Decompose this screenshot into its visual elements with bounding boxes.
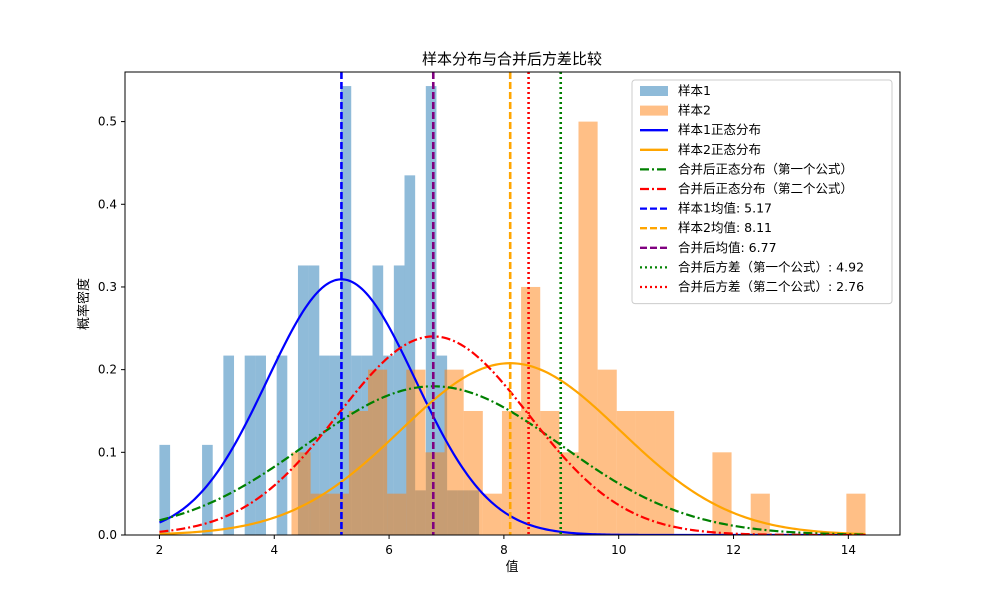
legend-label: 样本1 xyxy=(678,83,711,98)
histogram-2-bar xyxy=(329,493,349,535)
legend-label: 合并后均值: 6.77 xyxy=(678,240,777,255)
legend-frame xyxy=(631,79,893,305)
histogram-2-bar xyxy=(348,410,369,535)
histogram-2-bar xyxy=(521,286,541,535)
histogram-1-bar xyxy=(255,355,266,535)
legend-label: 合并后方差（第一个公式）: 4.92 xyxy=(678,259,864,274)
x-tick-label: 8 xyxy=(500,543,508,557)
legend-label: 合并后正态分布（第一个公式） xyxy=(678,161,853,176)
legend-swatch-patch xyxy=(640,86,668,96)
x-tick-label: 6 xyxy=(385,543,393,557)
legend-item: 样本2均值: 8.11 xyxy=(640,220,772,235)
y-tick-label: 0.1 xyxy=(98,445,117,459)
legend-item: 合并后方差（第一个公式）: 4.92 xyxy=(640,259,864,274)
legend-item: 样本2 xyxy=(640,103,711,118)
histogram-1-bar xyxy=(276,355,288,535)
x-tick-label: 12 xyxy=(726,543,741,557)
histogram-2-bar xyxy=(482,493,502,535)
y-axis-label: 概率密度 xyxy=(76,278,92,330)
histogram-1-bar xyxy=(297,265,309,535)
legend-item: 合并后方差（第二个公式）: 2.76 xyxy=(640,279,864,294)
histogram-2-bar xyxy=(750,493,770,535)
x-axis-label: 值 xyxy=(505,559,518,575)
legend-label: 样本2正态分布 xyxy=(678,142,761,157)
histogram-1-bar xyxy=(308,265,320,535)
curve-line-2 xyxy=(159,362,866,535)
chart-title: 样本分布与合并后方差比较 xyxy=(422,50,602,68)
histogram-2-bar xyxy=(540,410,560,535)
legend-item: 样本1 xyxy=(640,83,711,98)
legend-item: 样本1正态分布 xyxy=(640,122,761,137)
y-tick-label: 0.2 xyxy=(98,363,117,377)
x-tick-label: 2 xyxy=(156,543,164,557)
plot-area: 2 4 6 8 10 12 14 0.0 0.1 0.2 0.3 0.4 0.5 xyxy=(98,71,901,557)
y-tick-label: 0.5 xyxy=(98,115,117,129)
histogram-2-bar xyxy=(310,493,330,535)
histogram-2-bar xyxy=(463,410,483,535)
plot-marks xyxy=(159,72,866,535)
histogram-1-bar xyxy=(383,355,394,535)
histogram-2-bar xyxy=(387,493,407,535)
histogram-1-bar xyxy=(393,265,405,535)
legend-item: 合并后正态分布（第二个公式） xyxy=(640,181,853,196)
legend-label: 样本1正态分布 xyxy=(678,122,761,137)
curve-line-4 xyxy=(159,335,866,535)
histogram-1-bar xyxy=(329,355,341,535)
histogram-1-bar xyxy=(223,355,235,535)
curve-line-3 xyxy=(159,385,866,535)
histogram-1-bar xyxy=(244,355,256,535)
histogram-2-bar xyxy=(655,410,675,535)
histogram-2-bar xyxy=(846,493,866,535)
histogram-1-bar xyxy=(404,175,416,535)
histogram-1-bar xyxy=(202,444,213,535)
x-tick-label: 10 xyxy=(611,543,626,557)
histogram-1-bar xyxy=(319,355,330,535)
legend-item: 样本2正态分布 xyxy=(640,142,761,157)
histogram-2-bar xyxy=(425,452,445,535)
legend-item: 合并后均值: 6.77 xyxy=(640,240,777,255)
histogram-2-bar xyxy=(597,369,617,535)
histogram-2-bar xyxy=(501,410,522,535)
legend-label: 合并后正态分布（第二个公式） xyxy=(678,181,853,196)
histogram-1-bar xyxy=(436,355,448,535)
histogram-2-bar xyxy=(578,121,598,535)
histogram-2-bar xyxy=(635,410,656,535)
curve-line-1 xyxy=(159,278,866,535)
histogram-1-bar xyxy=(340,86,352,535)
plot-frame xyxy=(124,71,901,536)
legend-label: 样本2 xyxy=(678,103,711,118)
x-tick-label: 14 xyxy=(841,543,856,557)
y-tick-label: 0.3 xyxy=(98,280,117,294)
y-tick-label: 0.4 xyxy=(98,197,117,211)
histogram-2-bar xyxy=(559,452,579,535)
histogram-1-bar xyxy=(159,444,171,535)
legend-swatch-patch xyxy=(640,105,668,116)
legend-item: 合并后正态分布（第一个公式） xyxy=(640,161,853,176)
histogram-2-bar xyxy=(712,452,732,535)
histogram-1-bar xyxy=(425,86,437,535)
legend-item: 样本1均值: 5.17 xyxy=(640,201,772,216)
legend-label: 样本2均值: 8.11 xyxy=(678,220,772,235)
y-tick-label: 0.0 xyxy=(98,528,117,542)
legend-label: 样本1均值: 5.17 xyxy=(678,201,772,216)
histogram-2-bar xyxy=(444,369,464,535)
legend-label: 合并后方差（第二个公式）: 2.76 xyxy=(678,279,864,294)
histogram-2-bar xyxy=(291,452,311,535)
x-tick-label: 4 xyxy=(270,543,278,557)
